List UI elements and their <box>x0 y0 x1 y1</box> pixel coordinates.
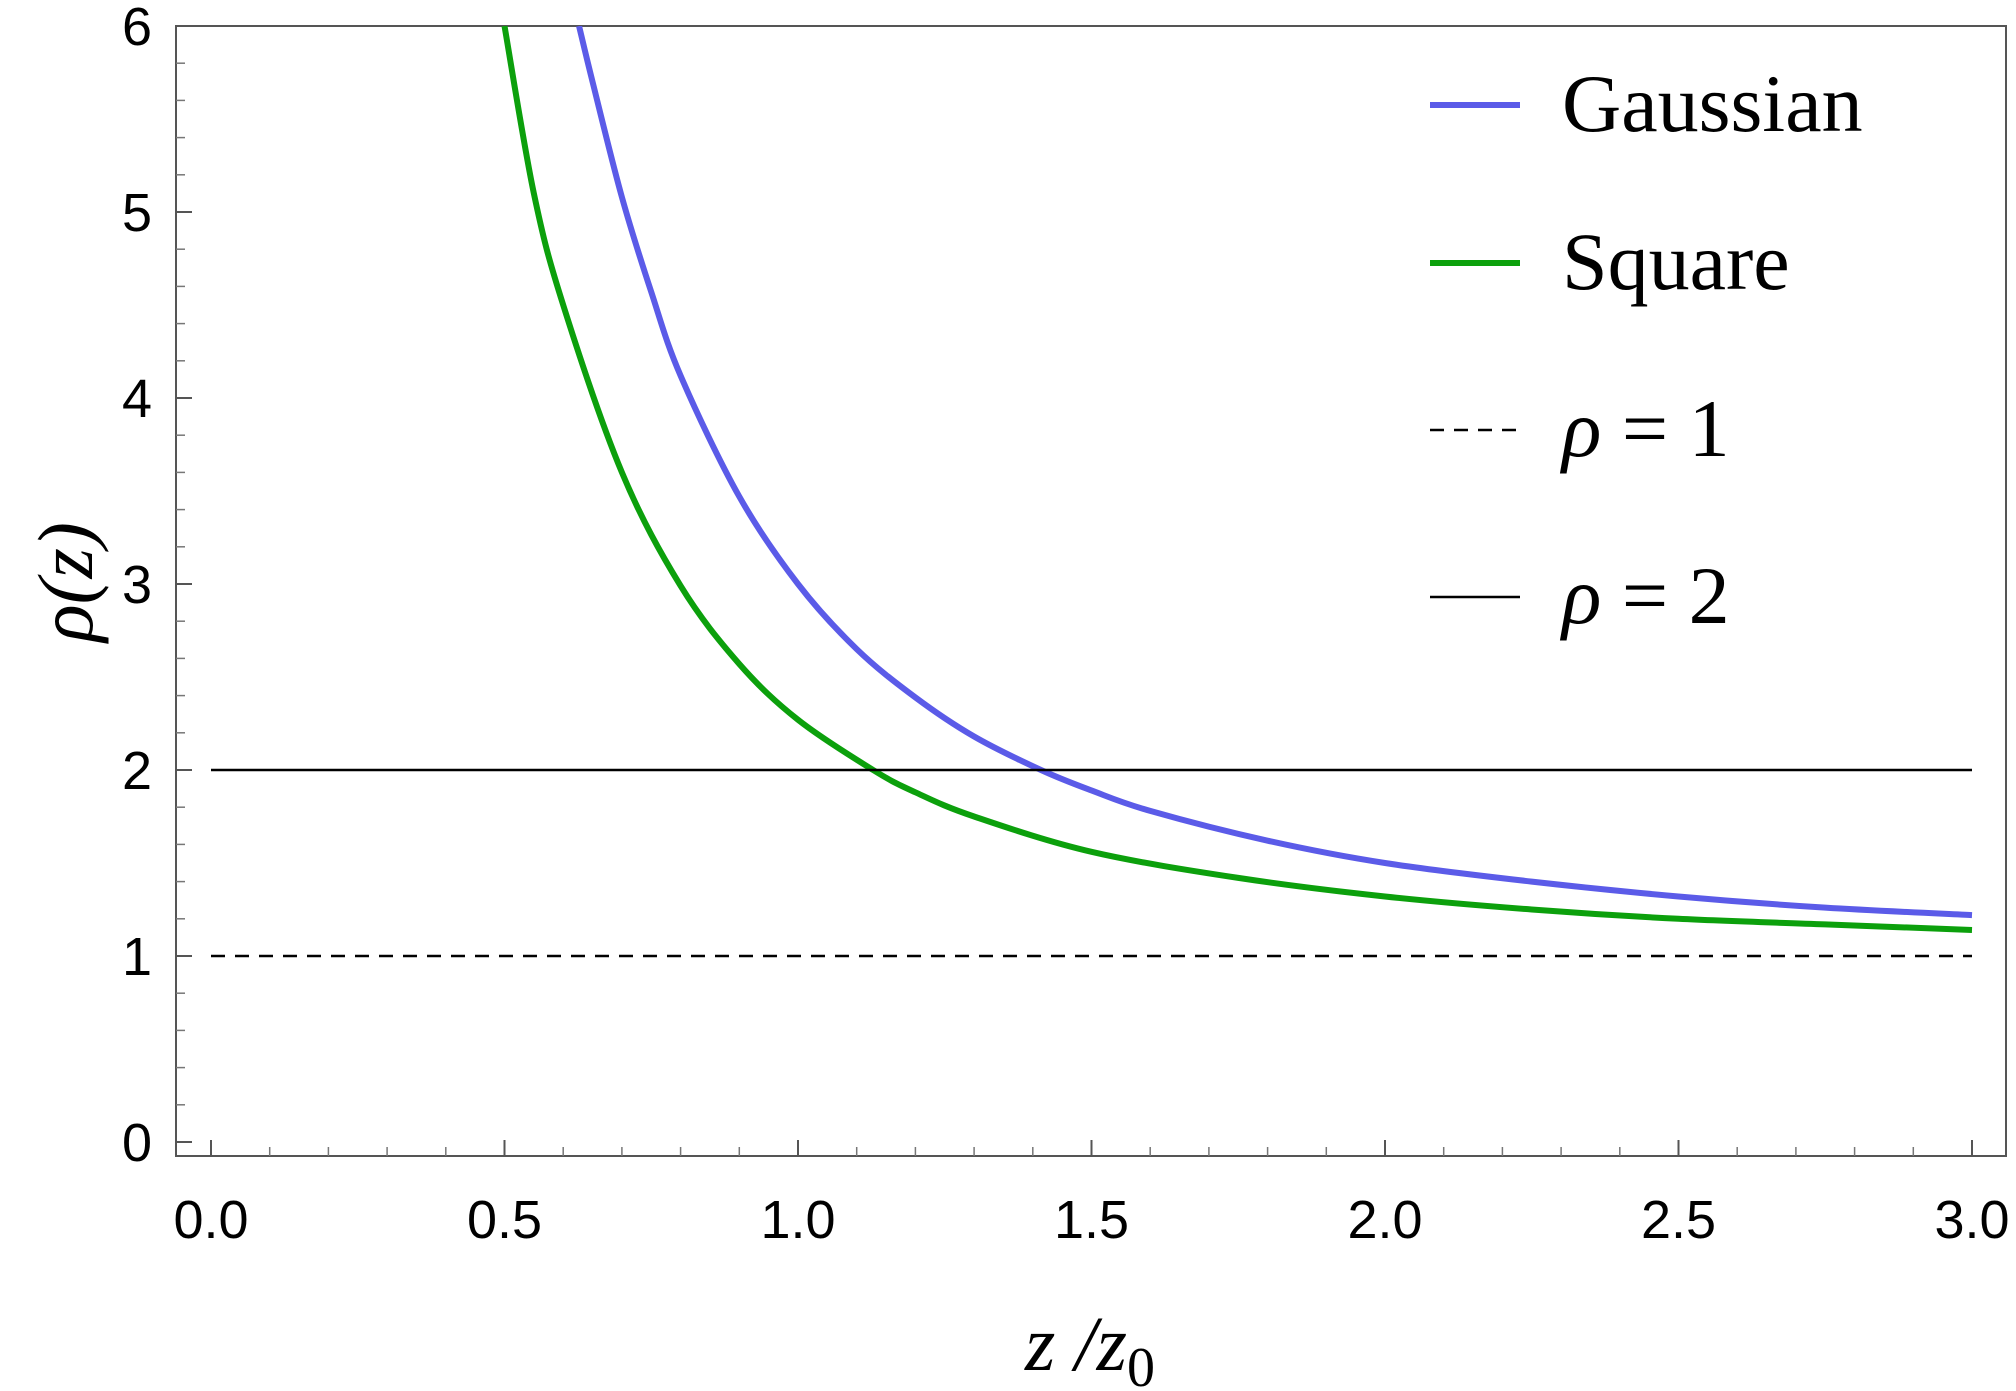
x-tick-label: 0.0 <box>173 1190 248 1250</box>
y-tick-label: 2 <box>122 741 152 801</box>
series-line-0 <box>576 26 1973 919</box>
legend-label-1: Square <box>1562 216 1790 307</box>
x-tick-label: 1.0 <box>760 1190 835 1250</box>
legend-label-3: ρ = 2 <box>1559 550 1730 641</box>
x-tick-label: 1.5 <box>1054 1190 1129 1250</box>
tick-labels: 0.0 0.5 1.0 1.5 2.0 2.5 3.0 0 1 2 3 4 5 6 <box>122 0 2010 1250</box>
series-line-1 <box>501 26 1973 933</box>
y-tick-label: 3 <box>122 555 152 615</box>
x-axis-title: z /z0 <box>1024 1300 1155 1391</box>
legend-label-2: ρ = 1 <box>1559 383 1730 474</box>
legend-label-0: Gaussian <box>1562 58 1863 149</box>
x-tick-label: 3.0 <box>1934 1190 2009 1250</box>
plot-frame <box>175 25 2007 1157</box>
y-tick-label: 0 <box>122 1113 152 1173</box>
axis-ticks <box>176 25 1973 1156</box>
y-axis-title: ρ(z) <box>22 522 109 644</box>
y-tick-label: 6 <box>122 0 152 57</box>
legend: Gaussian Square ρ = 1 ρ = 2 <box>1430 58 1863 641</box>
x-tick-label: 0.5 <box>467 1190 542 1250</box>
y-tick-label: 1 <box>122 927 152 987</box>
x-tick-label: 2.0 <box>1347 1190 1422 1250</box>
y-tick-label: 5 <box>122 183 152 243</box>
series-lines <box>211 26 1973 958</box>
y-tick-label: 4 <box>122 369 152 429</box>
x-tick-label: 2.5 <box>1641 1190 1716 1250</box>
